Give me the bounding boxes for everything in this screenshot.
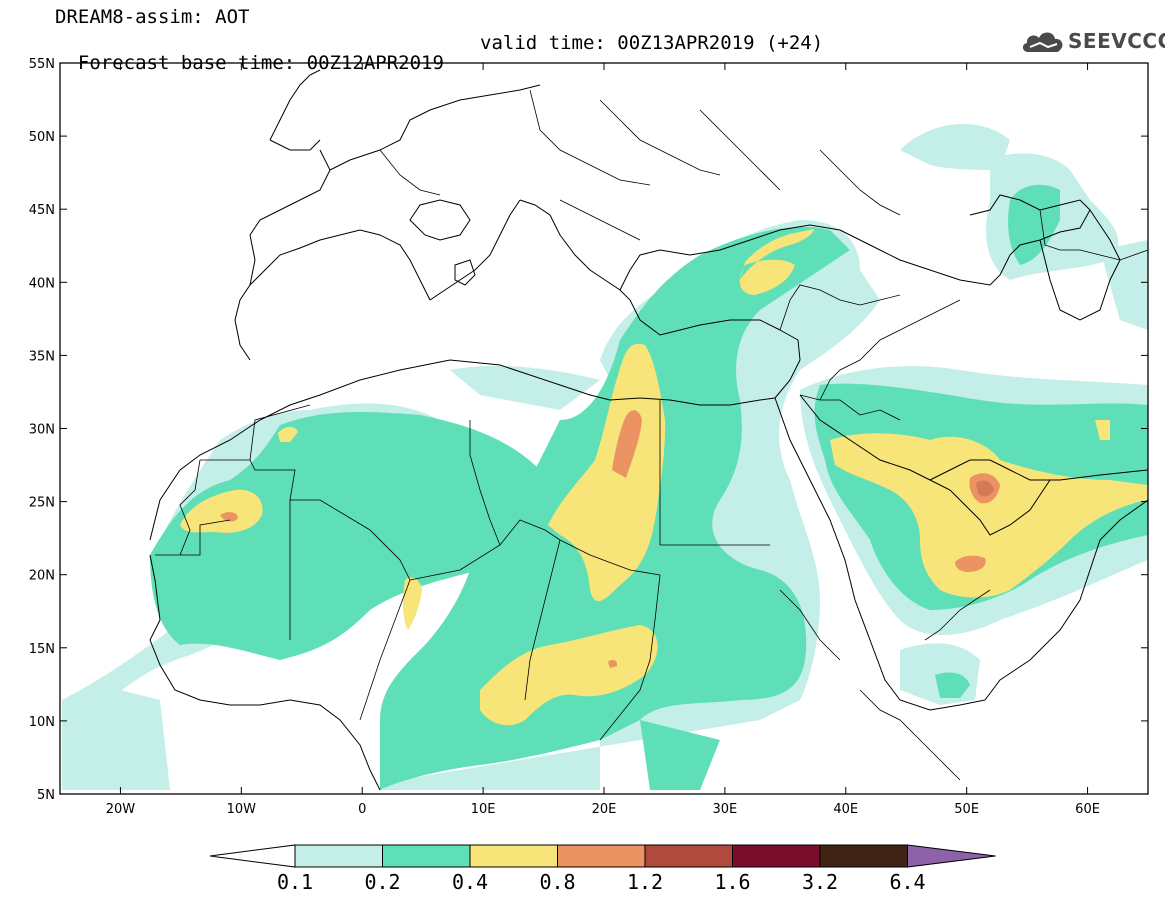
colorbar-label: 1.6 [714, 870, 750, 894]
lat-tick-label: 35N [29, 349, 55, 364]
colorbar-label: 0.4 [452, 870, 488, 894]
valid-time: valid time: 00Z13APR2019 (+24) [480, 32, 824, 54]
latitude-axis: 5N 10N 15N 20N 25N 30N 35N 40N 45N 50N 55N [29, 57, 1148, 803]
country-borders [155, 89, 1148, 781]
logo-text: SEEVCCC [1068, 29, 1165, 53]
lat-tick-label: 50N [29, 130, 55, 145]
lon-tick-label: 20W [106, 802, 136, 817]
colorbar-box [732, 844, 821, 868]
colorbar-label: 0.2 [364, 870, 400, 894]
colorbar-label: 0.1 [277, 870, 313, 894]
longitude-axis: 20W 10W 0 10E 20E 30E 40E 50E 60E [106, 63, 1100, 817]
lon-tick-label: 10W [227, 802, 257, 817]
lat-tick-label: 5N [37, 788, 55, 803]
lat-tick-label: 45N [29, 203, 55, 218]
colorbar-over-arrow [907, 844, 996, 868]
lat-tick-label: 15N [29, 642, 55, 657]
lat-tick-label: 40N [29, 276, 55, 291]
coastlines [149, 69, 1148, 791]
lat-tick-label: 10N [29, 715, 55, 730]
lon-tick-label: 40E [833, 802, 858, 817]
cloud-icon [1022, 32, 1063, 52]
lon-tick-label: 10E [471, 802, 496, 817]
lat-tick-label: 30N [29, 423, 55, 438]
lon-tick-label: 20E [592, 802, 617, 817]
lat-tick-label: 20N [29, 569, 55, 584]
colorbar-label: 0.8 [539, 870, 575, 894]
colorbar-box [819, 844, 908, 868]
colorbar-under-arrow [209, 844, 296, 868]
colorbar-box [382, 844, 471, 868]
seevccc-logo: SEEVCCC [1020, 24, 1165, 58]
lat-tick-label: 55N [29, 57, 55, 72]
aot-fill-layer [62, 123, 1148, 790]
lat-tick-label: 25N [29, 496, 55, 511]
colorbar-box [469, 844, 558, 868]
colorbar-box [557, 844, 646, 868]
colorbar-label: 1.2 [627, 870, 663, 894]
lon-tick-label: 30E [713, 802, 738, 817]
colorbar-box [294, 844, 383, 868]
colorbar-box [644, 844, 733, 868]
lon-tick-label: 0 [358, 802, 366, 817]
colorbar-label: 3.2 [802, 870, 838, 894]
lon-tick-label: 60E [1075, 802, 1100, 817]
colorbar-label: 6.4 [889, 870, 925, 894]
chart-title: DREAM8-assim: AOT [55, 6, 250, 28]
lon-tick-label: 50E [954, 802, 979, 817]
